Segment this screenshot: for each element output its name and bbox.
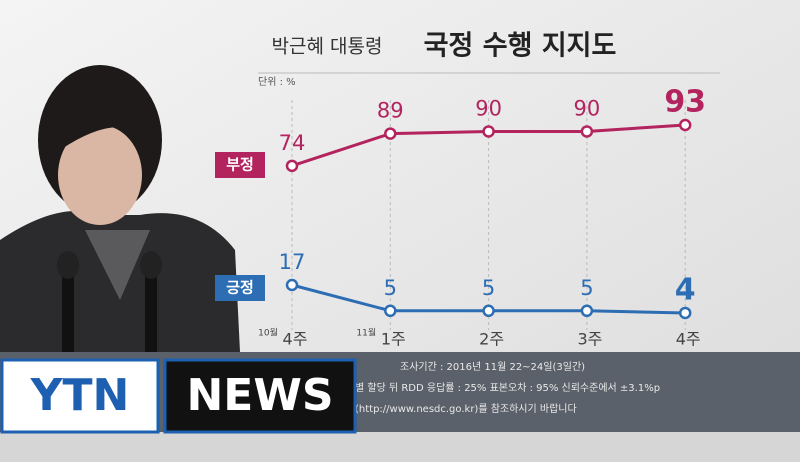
value-label: 5 xyxy=(482,276,495,300)
legend-label: 부정 xyxy=(226,156,254,174)
point xyxy=(678,306,692,320)
point xyxy=(384,304,397,318)
value-label: 17 xyxy=(279,250,306,274)
value-label: 74 xyxy=(279,131,306,155)
footer-line: (http://www.nesdc.go.kr)를 참조하시기 바랍니다 xyxy=(355,402,577,415)
point xyxy=(580,125,594,138)
legend-label: 긍정 xyxy=(226,279,254,297)
value-label: 89 xyxy=(377,99,404,123)
logo-ytn: YTN xyxy=(30,370,130,421)
point xyxy=(482,304,495,318)
title-prefix: 박근혜 대통령 xyxy=(272,36,383,58)
value-label: 4 xyxy=(675,272,696,307)
x-tick-label: 4주 xyxy=(676,330,701,349)
value-label: 90 xyxy=(475,96,502,120)
x-tick-label: 1주 xyxy=(381,330,406,349)
unit-label: 단위 : % xyxy=(258,75,296,88)
value-label: 93 xyxy=(664,85,706,120)
point xyxy=(285,159,299,173)
month-label: 10월 xyxy=(258,327,278,339)
footer-strip xyxy=(0,432,800,462)
point xyxy=(285,278,299,292)
value-label: 5 xyxy=(384,276,397,300)
logo-news: NEWS xyxy=(186,370,333,421)
plot: 4주 10월 1주 11월 2주 3주 4주 부정 74 89 90 90 93 긍정 17 5 5 5 4 xyxy=(215,85,706,349)
x-tick-label: 4주 xyxy=(283,330,308,349)
month-label: 11월 xyxy=(356,327,376,339)
value-label: 90 xyxy=(574,96,601,120)
legend-box xyxy=(215,275,265,301)
x-tick-label: 3주 xyxy=(577,330,602,349)
point xyxy=(580,304,594,318)
legend-box xyxy=(215,152,265,178)
chart-title: 국정 수행 지지도 xyxy=(424,31,617,62)
point xyxy=(482,125,495,138)
logo-news-box xyxy=(163,358,357,434)
value-label: 5 xyxy=(580,276,593,300)
logo-box xyxy=(0,358,160,434)
point xyxy=(678,118,692,132)
x-tick-label: 2주 xyxy=(479,330,504,349)
point xyxy=(384,127,397,140)
footer-line: 별 할당 뒤 RDD 응답률 : 25% 표본오차 : 95% 신뢰수준에서 ±… xyxy=(355,382,660,394)
footer-line: 조사기간 : 2016년 11월 22~24일(3일간) xyxy=(400,361,585,373)
photo xyxy=(0,65,240,352)
